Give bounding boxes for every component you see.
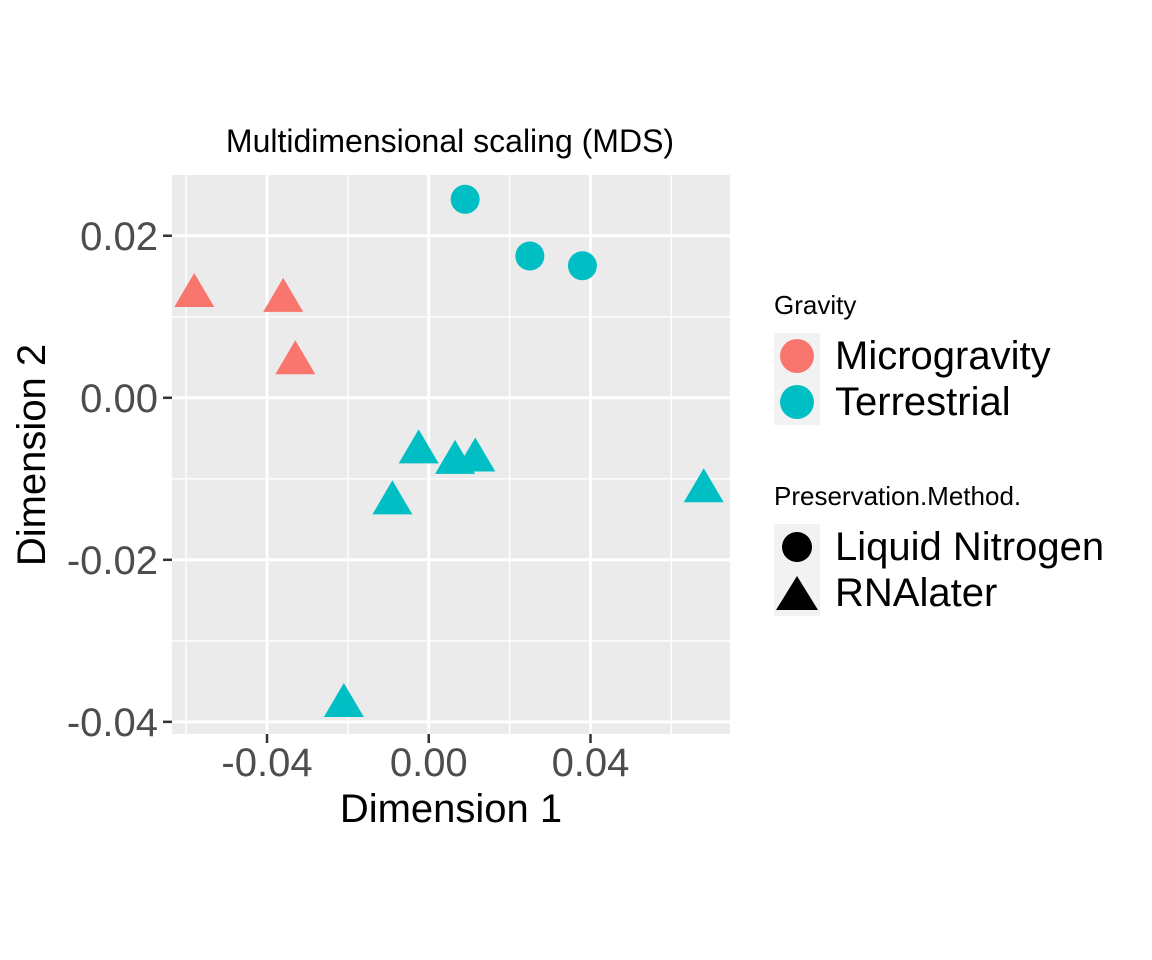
legend-item-rnalater: RNAlater [774,570,1104,616]
y-tick-label: -0.02 [67,539,158,583]
data-point-triangle [372,480,413,515]
legend-item-liquid-nitrogen: Liquid Nitrogen [774,524,1104,570]
data-point-circle [567,251,597,281]
data-point-triangle [455,437,496,472]
circle-shape-icon [782,532,812,562]
chart-title: Multidimensional scaling (MDS) [226,123,674,159]
legend-label-liquid-nitrogen: Liquid Nitrogen [835,524,1105,569]
data-point-triangle [275,340,316,375]
data-point-triangle [683,468,724,503]
legend-label-rnalater: RNAlater [835,570,998,615]
data-point-triangle [398,429,439,464]
legend-item-microgravity: Microgravity [774,333,1051,379]
legend-key-microgravity [774,333,820,379]
legend-label-microgravity: Microgravity [835,333,1051,378]
microgravity-color-circle-icon [780,339,814,373]
x-tick-label: -0.04 [221,741,312,785]
legend-key-liquid-nitrogen [774,524,820,570]
gravity-legend: Gravity Microgravity Terrestrial [774,290,1051,425]
data-point-triangle [323,682,364,717]
grid-lines [172,175,730,734]
x-tick-label: 0.04 [552,741,630,785]
legend-key-rnalater [774,570,820,616]
triangle-shape-icon [776,576,818,610]
data-point-circle [450,184,480,214]
y-tick-label: 0.00 [80,377,158,421]
data-point-circle [515,241,545,271]
data-points [174,184,724,717]
x-axis-label: Dimension 1 [340,787,562,831]
y-tick-label: -0.04 [67,701,158,745]
legend-item-terrestrial: Terrestrial [774,379,1051,425]
legend-key-terrestrial [774,379,820,425]
gravity-legend-title: Gravity [774,290,857,320]
preservation-legend-title: Preservation.Method. [774,481,1022,511]
x-tick-label: 0.00 [390,741,468,785]
axes: -0.04 0.00 0.04 -0.04 -0.02 0.00 0.02 [67,215,630,785]
legend-label-terrestrial: Terrestrial [835,379,1011,424]
y-tick-label: 0.02 [80,215,158,259]
data-point-triangle [174,273,215,308]
y-axis-label: Dimension 2 [10,344,54,566]
data-point-triangle [263,277,304,312]
terrestrial-color-circle-icon [780,385,814,419]
preservation-legend: Preservation.Method. Liquid Nitrogen RNA… [774,481,1104,616]
